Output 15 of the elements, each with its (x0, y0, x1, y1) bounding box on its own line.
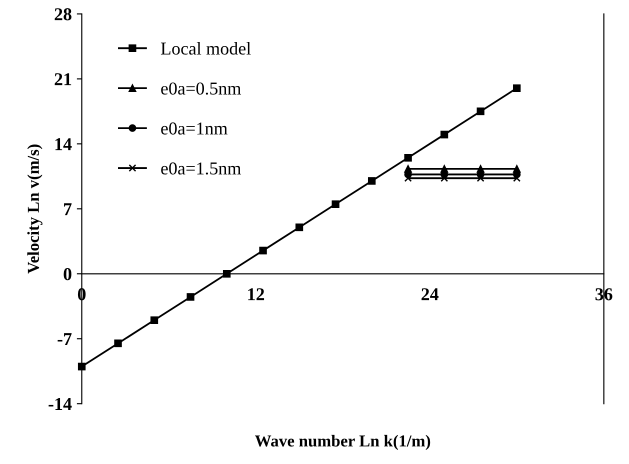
legend-label: e0a=1nm (161, 122, 228, 135)
x-tick-label: 12 (248, 288, 264, 300)
y-tick-label: 28 (54, 8, 72, 20)
x-axis-title: Wave number Ln k(1/m) (254, 434, 430, 450)
y-tick-label: -14 (48, 398, 72, 410)
y-tick-label: 14 (55, 138, 72, 150)
x-tick-label: 24 (422, 288, 439, 300)
y-tick-label: -7 (58, 333, 72, 345)
y-tick-label: 7 (64, 203, 72, 216)
legend-label: Local model (160, 42, 251, 55)
y-tick-label: 21 (54, 73, 72, 86)
y-tick-label: 0 (64, 268, 72, 280)
legend-label: e0a=1.5nm (161, 162, 242, 175)
legend-label: e0a=0.5nm (161, 82, 242, 95)
y-axis-title: Velocity Ln v(m/s) (27, 144, 42, 274)
